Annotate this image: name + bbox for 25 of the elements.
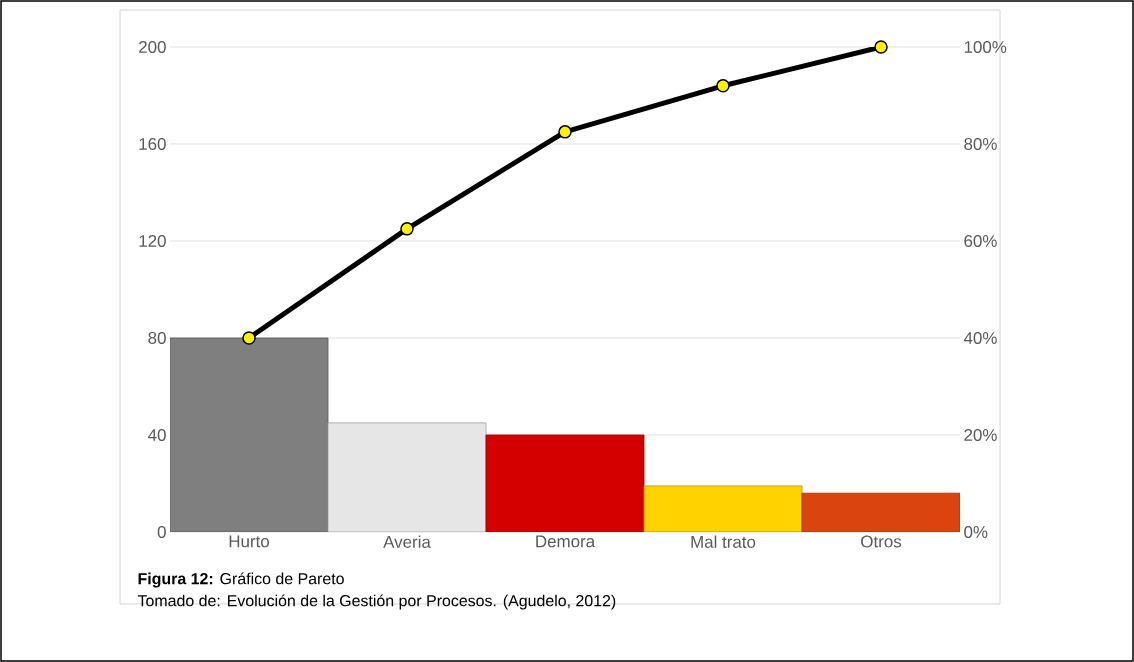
y-tick-label: 120 xyxy=(139,234,166,247)
y2-tick-label: 60% xyxy=(964,234,997,247)
y-tick-label: 80 xyxy=(148,331,166,344)
point xyxy=(874,40,888,54)
x-tick-label: Otros xyxy=(861,535,902,548)
x-tick-label: Mal trato xyxy=(691,535,756,548)
point xyxy=(558,125,572,139)
y-tick-label: 160 xyxy=(139,137,166,150)
x-tick-label: Averia xyxy=(383,535,431,548)
y-tick-label: 40 xyxy=(148,428,166,441)
x-tick-label: Hurto xyxy=(229,535,269,548)
point xyxy=(716,79,730,93)
y2-tick-label: 80% xyxy=(964,137,997,150)
y-tick-label: 0 xyxy=(157,525,166,538)
y2-tick-label: 0% xyxy=(964,525,988,538)
x-tick-label: Demora xyxy=(536,535,596,548)
text: Figura 12: Gráfico de Pareto xyxy=(138,572,344,588)
text: Tomado de: Evolución de la Gestión por Procesos. (Agudelo, 2012) xyxy=(137,594,616,610)
point xyxy=(242,331,256,345)
y2-tick-label: 40% xyxy=(963,331,997,344)
bar xyxy=(170,337,329,532)
y2-tick-label: 20% xyxy=(964,428,997,441)
y-tick-label: 200 xyxy=(139,40,166,53)
point xyxy=(400,222,414,236)
y2-tick-label: 100% xyxy=(964,40,1007,53)
